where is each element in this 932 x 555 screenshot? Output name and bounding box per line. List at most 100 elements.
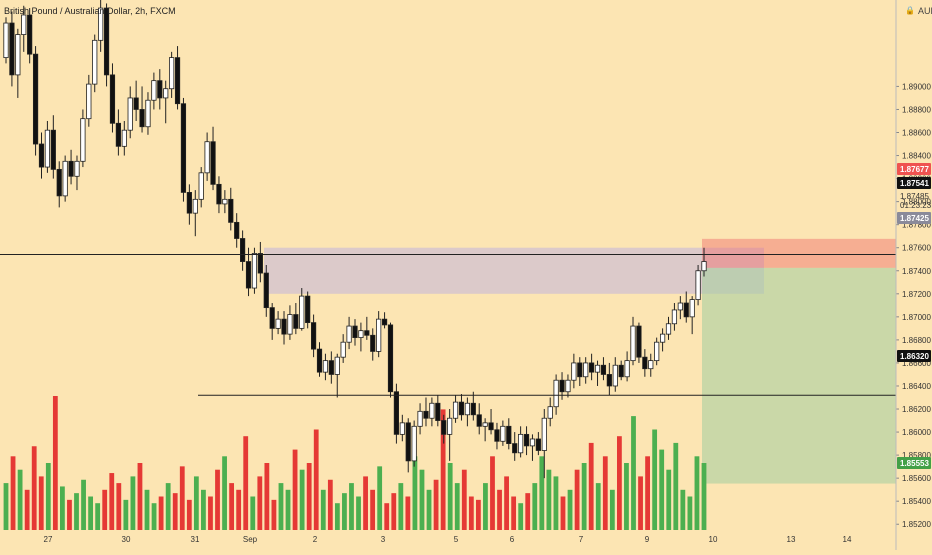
candle-body	[352, 325, 358, 338]
candle-body	[186, 192, 192, 214]
volume-bar	[215, 469, 220, 530]
volume-bar	[342, 493, 347, 530]
candle-body	[245, 261, 252, 289]
volume-bar	[299, 469, 305, 530]
volume-bar	[602, 456, 608, 530]
candle-body	[32, 53, 39, 145]
candle-body	[151, 80, 157, 101]
candle-body	[458, 401, 465, 416]
volume-bar	[285, 489, 291, 530]
volume-bar	[306, 463, 312, 530]
candle-body	[370, 334, 376, 352]
candle-body	[316, 348, 323, 373]
candle-body	[281, 318, 287, 335]
candle-body	[27, 14, 33, 55]
volume-bar	[81, 479, 86, 530]
price-tag-stop	[897, 163, 931, 175]
candle-body	[163, 88, 169, 99]
volume-bar	[257, 476, 263, 530]
candle-body	[553, 379, 559, 408]
candle-body	[263, 272, 269, 309]
y-tick-label: 1.85400	[902, 497, 931, 506]
candle-body	[541, 417, 547, 451]
price-label-stop: 1.87677	[900, 165, 929, 174]
volume-bar	[419, 469, 425, 530]
volume-bar	[518, 503, 524, 530]
candle-body	[174, 57, 181, 105]
chart-symbol-title: British Pound / Australian Dollar, 2h, F…	[4, 6, 176, 16]
volume-bar	[158, 496, 164, 530]
candle-body	[405, 422, 411, 462]
volume-bar	[172, 493, 178, 530]
x-tick-label: 5	[454, 535, 459, 544]
volume-bar	[137, 463, 143, 530]
candle-body	[624, 360, 630, 378]
candle-body	[210, 141, 216, 185]
candle-body	[441, 420, 447, 435]
candle-body	[695, 270, 701, 300]
price-tag-line	[897, 177, 931, 189]
volume-bar	[320, 489, 326, 530]
price-tag-target	[897, 457, 931, 469]
volume-bar	[144, 489, 150, 530]
candle-body	[518, 433, 524, 454]
candle-body	[198, 172, 204, 200]
volume-bar	[88, 496, 94, 530]
candle-body	[618, 364, 624, 378]
y-tick-label: 1.87800	[902, 221, 931, 230]
candle-body	[594, 364, 601, 373]
candle-body	[44, 129, 51, 168]
candle-body	[92, 39, 98, 85]
candle-body	[228, 198, 234, 223]
y-tick-label: 1.86800	[902, 336, 931, 345]
price-label-entry: 1.87425	[900, 214, 929, 223]
candle-body	[429, 402, 435, 419]
volume-bar	[45, 463, 51, 530]
volume-bar	[701, 463, 707, 530]
candle-body	[447, 417, 453, 435]
candle-body	[671, 309, 678, 325]
candle-body	[139, 109, 145, 128]
candle-body	[204, 141, 210, 174]
supply-zone	[264, 247, 764, 294]
x-tick-label: 13	[787, 535, 796, 544]
candle-body	[470, 402, 476, 416]
currency-label: AUD	[918, 6, 932, 16]
volume-bar	[10, 456, 16, 530]
volume-bar	[461, 469, 467, 530]
candle-body	[387, 324, 394, 393]
candle-body	[50, 129, 56, 170]
volume-bar	[652, 429, 658, 530]
candle-body	[15, 34, 21, 76]
take-profit-zone	[702, 267, 896, 484]
volume-bar	[546, 469, 552, 530]
price-tag-line	[897, 350, 931, 362]
volume-bar	[504, 476, 509, 530]
x-tick-label: 27	[44, 535, 53, 544]
candle-body	[512, 443, 518, 454]
price-tag-entry	[897, 212, 931, 224]
candle-body	[577, 362, 583, 378]
volume-bar	[229, 483, 235, 530]
volume-bar	[391, 493, 397, 530]
candle-body	[62, 160, 68, 197]
volume-bar	[60, 486, 65, 530]
candle-body	[381, 318, 388, 326]
candle-body	[3, 22, 9, 59]
volume-bar	[645, 456, 650, 530]
price-label-line: 1.86320	[900, 352, 929, 361]
candle-body	[21, 14, 27, 35]
volume-bar	[483, 483, 488, 530]
x-tick-label: 2	[313, 535, 318, 544]
volume-bar	[560, 496, 566, 530]
price-label-target: 1.85553	[900, 459, 929, 468]
volume-bar	[116, 483, 122, 530]
volume-bar	[490, 456, 495, 530]
candle-body	[417, 410, 423, 427]
candle-body	[169, 57, 175, 90]
y-tick-label: 1.86600	[902, 359, 931, 368]
y-tick-label: 1.89000	[902, 82, 931, 91]
volume-bar	[398, 483, 404, 530]
volume-bar	[67, 499, 72, 530]
